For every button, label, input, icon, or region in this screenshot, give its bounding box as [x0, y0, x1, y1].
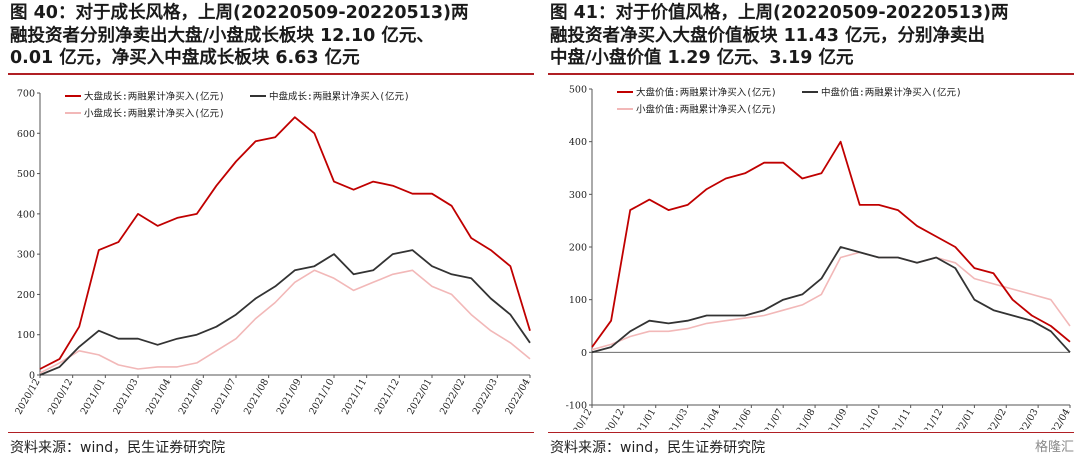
- x-tick-label: 2021/08: [242, 377, 271, 417]
- y-tick-label: 600: [17, 129, 35, 140]
- source-divider: [8, 432, 534, 433]
- watermark-logo: 格隆汇: [1034, 440, 1074, 455]
- title-line: 图 41：对于价值风格，上周(20220509-20220513)两: [550, 3, 1009, 23]
- x-tick-label: 2020/12: [46, 377, 75, 417]
- x-tick-label: 2022/04: [1043, 407, 1072, 430]
- y-tick-label: 700: [17, 89, 35, 100]
- y-tick-label: 100: [569, 295, 587, 306]
- x-tick-label: 2020/12: [597, 407, 626, 430]
- x-tick-label: 2021/04: [693, 407, 722, 430]
- x-tick-label: 2021/01: [79, 377, 108, 417]
- source-divider: [548, 432, 1074, 433]
- x-tick-label: 2022/03: [471, 377, 500, 417]
- x-tick-label: 2021/12: [916, 407, 945, 430]
- chart-title: 图 40：对于成长风格，上周(20220509-20220513)两 融投资者分…: [10, 2, 535, 70]
- x-tick-label: 2022/04: [503, 377, 532, 417]
- series-line: [39, 269, 531, 374]
- x-tick-label: 2021/09: [820, 407, 849, 430]
- legend-label: 中盘成长:两融累计净买入(亿元): [269, 91, 410, 103]
- legend-label: 大盘成长:两融累计净买入(亿元): [84, 91, 225, 103]
- x-tick-label: 2022/01: [948, 407, 977, 430]
- source-note: 资料来源：wind，民生证券研究院: [550, 440, 766, 456]
- title-divider: [548, 73, 1074, 75]
- series-line: [39, 249, 531, 376]
- x-tick-label: 2022/02: [438, 377, 467, 417]
- title-line: 融投资者分别净卖出大盘/小盘成长板块 12.10 亿元、: [10, 25, 434, 46]
- x-tick-label: 2021/03: [661, 407, 690, 430]
- x-tick-label: 2021/07: [757, 407, 786, 430]
- series-line: [39, 116, 531, 370]
- legend-label: 小盘成长:两融累计净买入(亿元): [84, 108, 225, 120]
- x-tick-label: 2020/12: [13, 377, 42, 417]
- chart-panel-right: 图 41：对于价值风格，上周(20220509-20220513)两 融投资者净…: [540, 0, 1080, 459]
- x-tick-label: 2021/10: [307, 377, 336, 417]
- series-line: [591, 246, 1071, 354]
- y-tick-label: 200: [569, 243, 587, 254]
- y-tick-label: 500: [569, 85, 587, 96]
- y-tick-label: 500: [17, 169, 35, 180]
- series-line: [591, 140, 1071, 348]
- y-tick-label: 200: [17, 290, 35, 301]
- y-tick-label: 400: [569, 137, 587, 148]
- title-line: 0.01 亿元，净买入中盘成长板块 6.63 亿元: [10, 48, 360, 68]
- legend-label: 大盘价值:两融累计净买入(亿元): [636, 87, 777, 99]
- chart-panel-left: 图 40：对于成长风格，上周(20220509-20220513)两 融投资者分…: [8, 2, 535, 456]
- x-tick-label: 2022/02: [980, 407, 1009, 430]
- x-tick-label: 2021/11: [884, 407, 913, 430]
- y-tick-label: -100: [566, 401, 587, 412]
- x-tick-label: 2021/12: [373, 377, 402, 417]
- x-tick-label: 2021/03: [111, 377, 140, 417]
- x-tick-label: 2021/06: [177, 377, 206, 417]
- title-line: 图 40：对于成长风格，上周(20220509-20220513)两: [10, 3, 469, 23]
- title-line: 中盘/小盘价值 1.29 亿元、3.19 亿元: [550, 48, 854, 68]
- y-tick-label: 100: [17, 330, 35, 341]
- title-line: 融投资者净买入大盘价值板块 11.43 亿元，分别净卖出: [550, 25, 986, 46]
- chart-title: 图 41：对于价值风格，上周(20220509-20220513)两 融投资者净…: [550, 2, 1075, 70]
- x-tick-label: 2021/09: [275, 377, 304, 417]
- y-tick-label: 0: [581, 348, 587, 359]
- x-tick-label: 2021/07: [209, 377, 238, 417]
- y-tick-label: 300: [569, 190, 587, 201]
- source-note: 资料来源：wind，民生证券研究院: [10, 440, 226, 456]
- x-tick-label: 2021/04: [144, 377, 173, 417]
- x-tick-label: 2021/06: [725, 407, 754, 430]
- series-line: [591, 251, 1071, 351]
- title-divider: [8, 73, 534, 75]
- x-tick-label: 2021/01: [629, 407, 658, 430]
- legend-label: 中盘价值:两融累计净买入(亿元): [821, 87, 962, 99]
- x-tick-label: 2021/10: [852, 407, 881, 430]
- x-tick-label: 2021/08: [788, 407, 817, 430]
- y-tick-label: 400: [17, 209, 35, 220]
- y-tick-label: 300: [17, 250, 35, 261]
- y-tick-label: 0: [29, 371, 35, 382]
- x-tick-label: 2021/11: [340, 377, 369, 417]
- x-tick-label: 2022/01: [405, 377, 434, 417]
- legend-label: 小盘价值:两融累计净买入(亿元): [636, 104, 777, 116]
- x-tick-label: 2022/03: [1011, 407, 1040, 430]
